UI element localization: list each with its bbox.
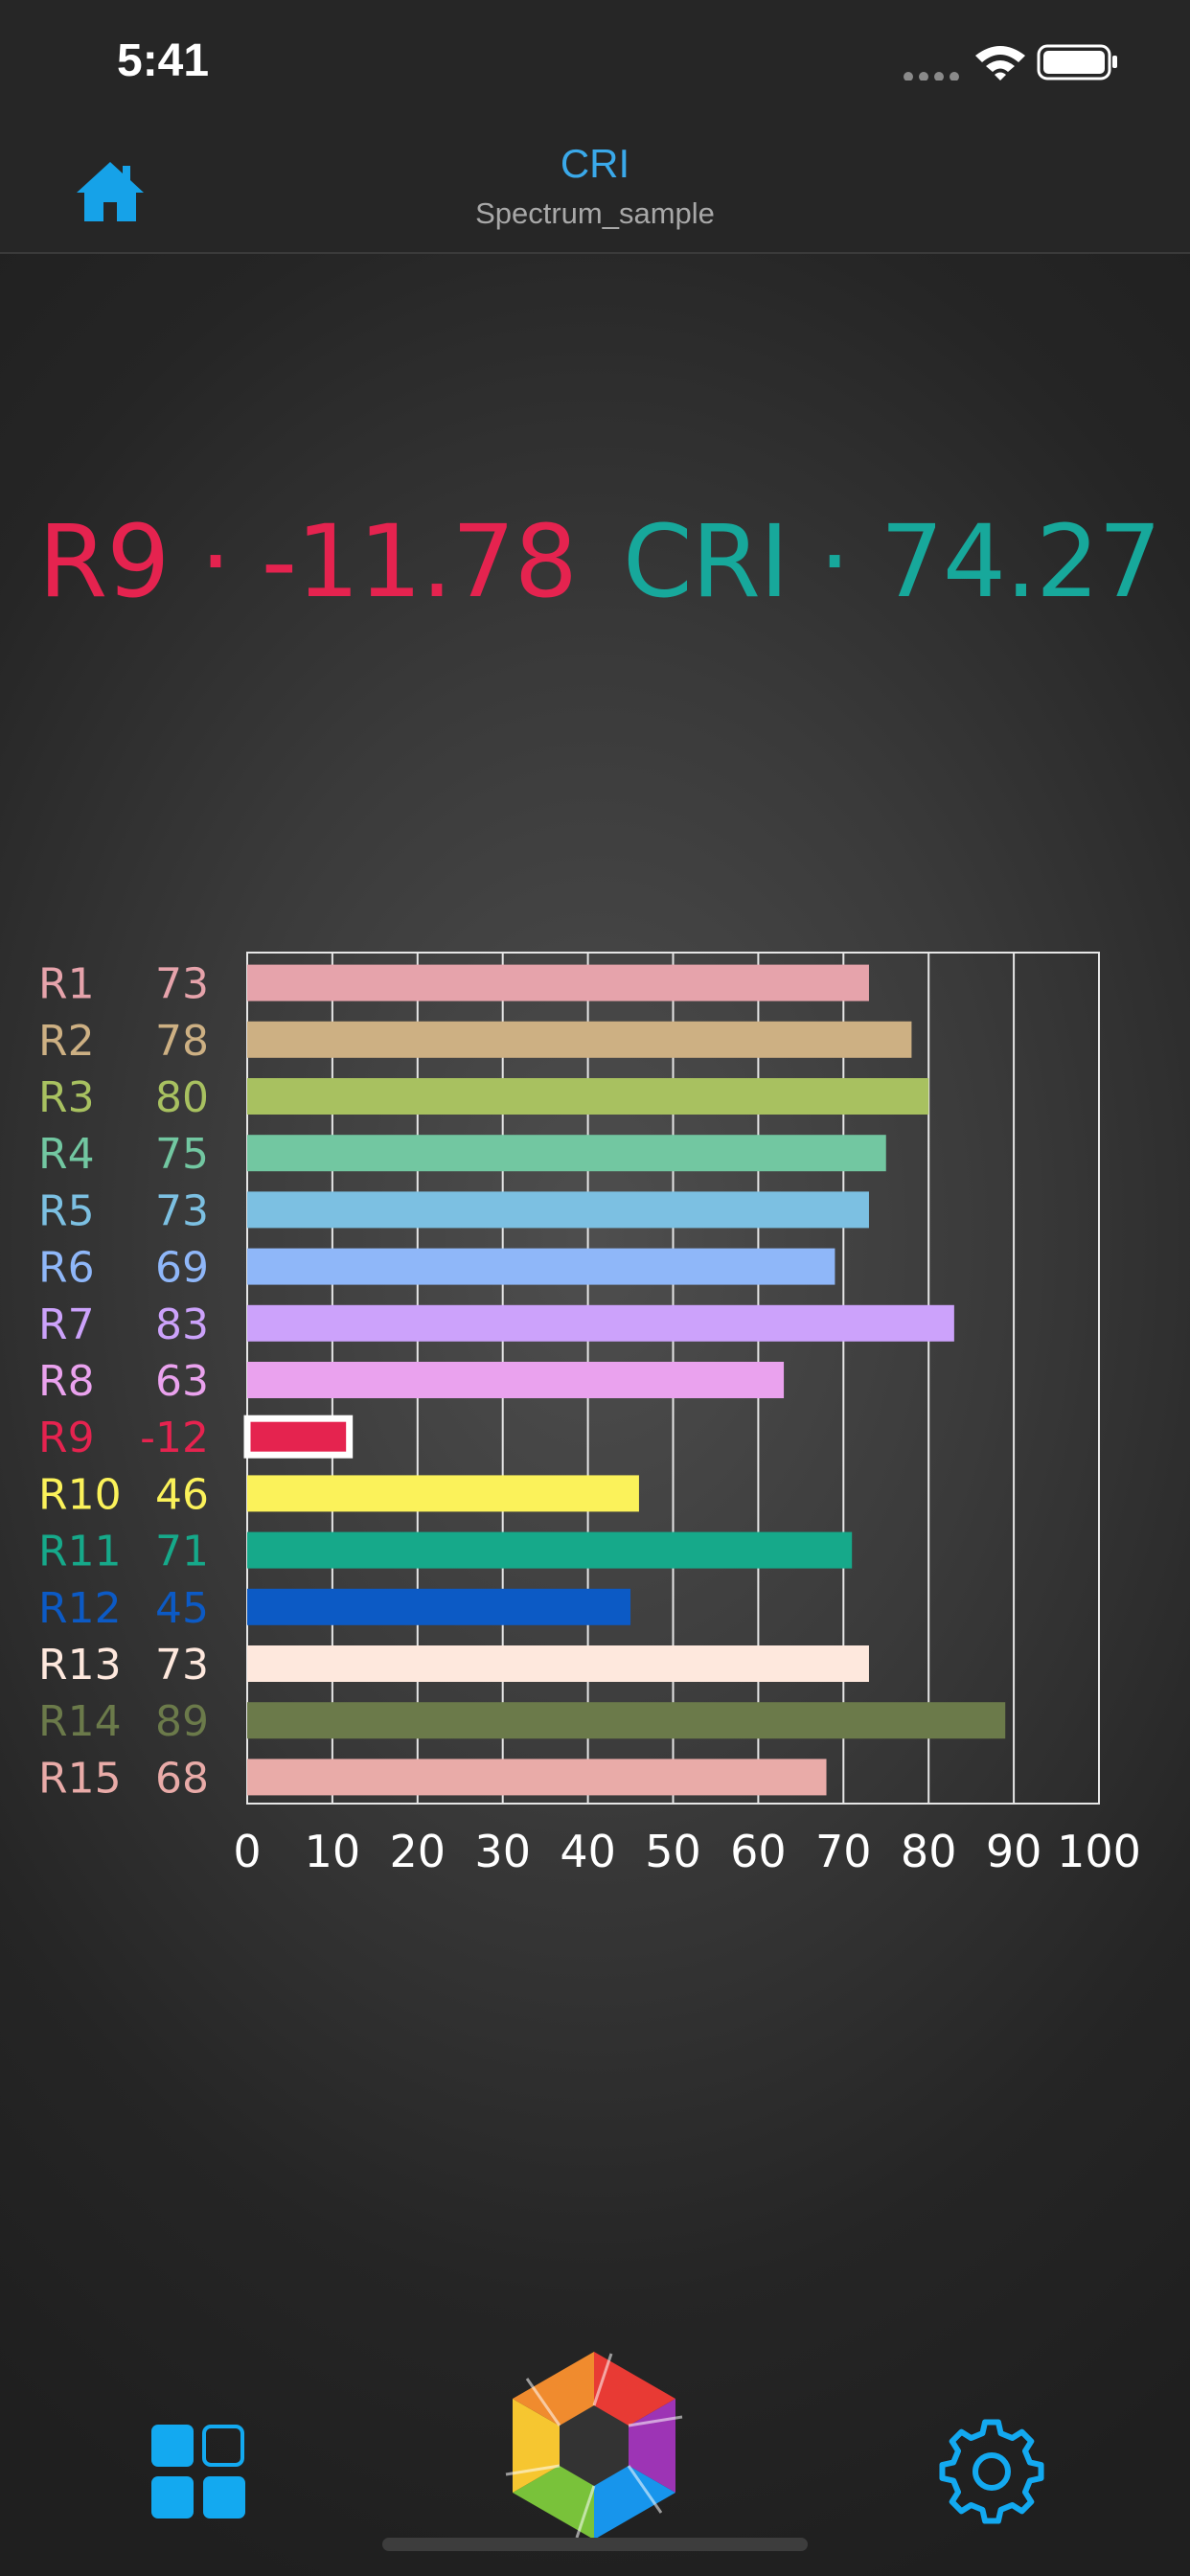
value-label: 68 <box>155 1754 209 1803</box>
value-label: 69 <box>155 1244 209 1293</box>
bar <box>243 1414 354 1459</box>
category-label: R14 <box>38 1697 122 1746</box>
value-label: 63 <box>155 1357 209 1406</box>
bar <box>247 1191 869 1229</box>
x-tick-label: 10 <box>305 1826 361 1877</box>
value-label: 71 <box>155 1528 209 1576</box>
category-label: R3 <box>38 1073 95 1122</box>
value-label: -12 <box>140 1414 209 1462</box>
category-label: R11 <box>38 1528 122 1576</box>
category-label: R10 <box>38 1470 122 1519</box>
status-icons <box>904 44 1117 80</box>
bar <box>247 1362 785 1398</box>
value-label: 45 <box>155 1584 209 1633</box>
category-label: R5 <box>38 1186 95 1235</box>
category-label: R15 <box>38 1754 122 1803</box>
x-tick-label: 30 <box>474 1826 531 1877</box>
value-label: 89 <box>155 1697 209 1746</box>
status-time: 5:41 <box>117 35 210 86</box>
status-bar: 5:41 <box>0 0 1190 129</box>
category-label: R7 <box>38 1300 95 1349</box>
value-label: 78 <box>155 1017 209 1066</box>
nav-bar: CRI Spectrum_sample <box>0 129 1190 254</box>
value-label: 73 <box>155 1641 209 1690</box>
bar <box>247 1078 929 1115</box>
nav-title: CRI <box>560 141 630 186</box>
category-label: R4 <box>38 1130 95 1179</box>
bar <box>247 1021 912 1058</box>
category-label: R12 <box>38 1584 122 1633</box>
x-tick-label: 70 <box>815 1826 872 1877</box>
bar <box>247 1759 827 1796</box>
home-icon[interactable] <box>75 158 146 225</box>
x-tick-label: 40 <box>560 1826 616 1877</box>
bar <box>247 1702 1006 1739</box>
x-tick-label: 50 <box>645 1826 701 1877</box>
x-tick-label: 80 <box>901 1826 957 1877</box>
category-label: R9 <box>38 1414 95 1462</box>
value-label: 46 <box>155 1470 209 1519</box>
wifi-icon <box>975 46 1025 80</box>
category-label: R8 <box>38 1357 95 1406</box>
headline: R9 · -11.78 CRI · 74.27 <box>0 503 1190 620</box>
category-label: R6 <box>38 1244 95 1293</box>
x-tick-label: 20 <box>390 1826 446 1877</box>
x-tick-label: 90 <box>986 1826 1042 1877</box>
cri-value: CRI · 74.27 <box>623 503 1161 620</box>
r9-value: R9 · -11.78 <box>38 503 578 620</box>
x-tick-label: 0 <box>233 1826 261 1877</box>
bar <box>247 1304 954 1342</box>
nav-subtitle: Spectrum_sample <box>475 196 715 230</box>
bar <box>247 1248 835 1285</box>
tab-bar <box>0 2329 1190 2576</box>
battery-icon <box>1037 44 1117 80</box>
value-label: 73 <box>155 960 209 1009</box>
bar <box>247 1475 639 1512</box>
value-label: 80 <box>155 1073 209 1122</box>
category-label: R2 <box>38 1017 95 1066</box>
bar <box>247 1588 631 1625</box>
bar <box>247 964 869 1001</box>
bar <box>247 1645 869 1682</box>
x-tick-label: 60 <box>730 1826 787 1877</box>
signal-dots-icon <box>904 72 959 80</box>
category-label: R13 <box>38 1641 122 1690</box>
gear-icon[interactable] <box>937 2417 1046 2526</box>
aperture-icon[interactable] <box>498 2350 690 2542</box>
grid-icon[interactable] <box>151 2425 245 2518</box>
home-indicator <box>382 2538 808 2551</box>
bar <box>247 1135 886 1172</box>
value-label: 73 <box>155 1186 209 1235</box>
value-label: 75 <box>155 1130 209 1179</box>
cri-bar-chart: 0 10 20 30 40 50 60 70 80 90 100 R1 73 R2 78 R3 80 R4 75 R5… <box>38 952 1141 1877</box>
category-label: R1 <box>38 960 95 1009</box>
bar <box>247 1531 853 1569</box>
x-tick-label: 100 <box>1057 1826 1141 1877</box>
value-label: 83 <box>155 1300 209 1349</box>
